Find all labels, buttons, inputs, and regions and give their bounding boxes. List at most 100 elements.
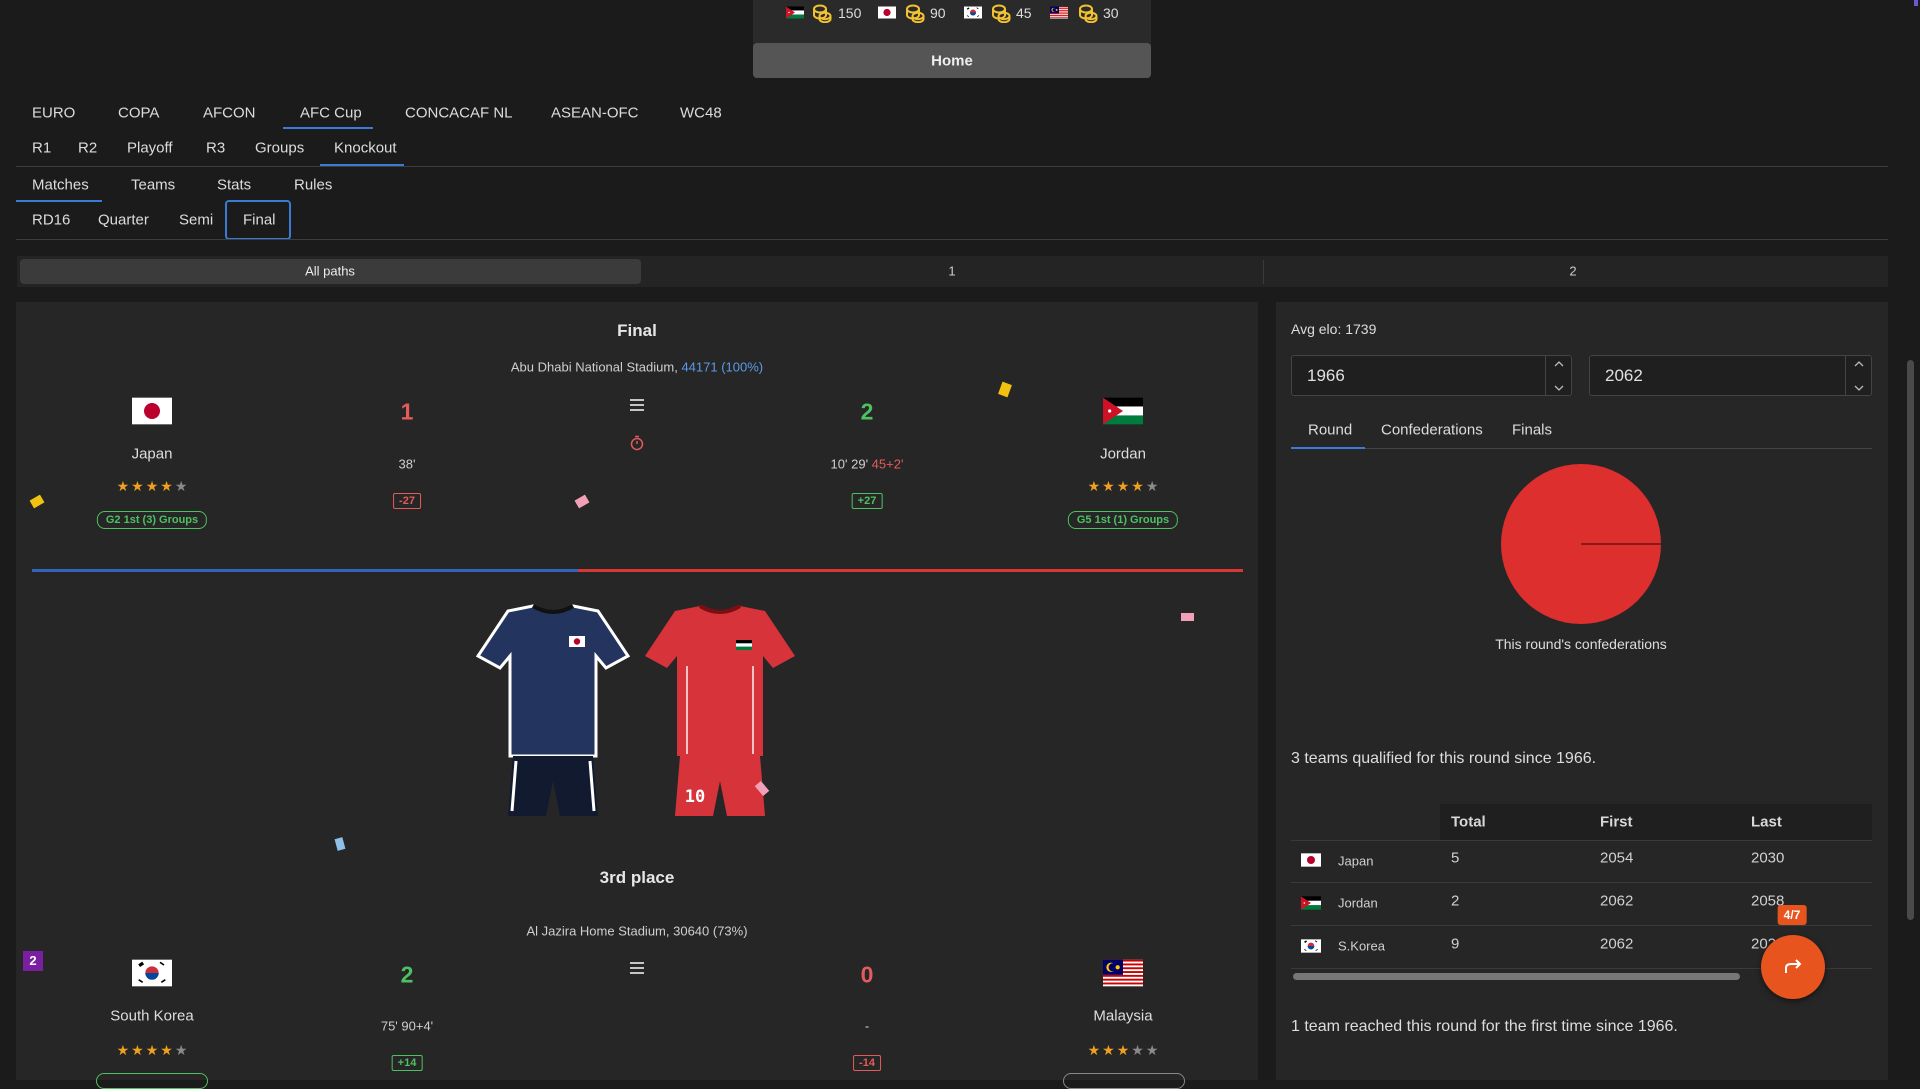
spinner[interactable] (1852, 358, 1866, 394)
coin-icon (1078, 3, 1098, 23)
round-tab[interactable]: Quarter (98, 211, 149, 229)
coin-icon (905, 3, 925, 23)
rating-stars: ★ ★ ★ ★ ★ (116, 478, 189, 496)
stage-tab[interactable]: R3 (206, 139, 226, 157)
stadium: Abu Dhabi National Stadium, 44171 (100%) (511, 360, 763, 375)
rating-stars: ★ ★ ★ ★ ★ (116, 1042, 189, 1060)
home-score: 1 (400, 398, 414, 425)
competition-tab[interactable]: WC48 (680, 104, 722, 122)
round-tab[interactable]: Semi (179, 211, 214, 229)
last-cell: 2058 (1751, 892, 1785, 910)
elo-change: +14 (391, 1055, 423, 1071)
competition-tab[interactable]: AFCON (203, 104, 256, 122)
round-tab-active[interactable]: Final (243, 211, 276, 229)
stage-tab[interactable]: Playoff (127, 139, 173, 157)
qualified-text: 3 teams qualified for this round since 1… (1291, 750, 1597, 767)
section-tab-active[interactable]: Matches (32, 176, 89, 194)
table-header-cell: First (1600, 813, 1633, 831)
page-scrollbar[interactable] (1907, 360, 1914, 920)
star-empty: ★ (1145, 1042, 1159, 1058)
match-title: 3rd place (599, 868, 675, 887)
row-divider (1291, 840, 1872, 841)
match-title: Final (617, 321, 657, 340)
team-flag (132, 396, 172, 426)
stadium: Al Jazira Home Stadium, 30640 (73%) (526, 923, 748, 939)
year-from-value[interactable]: 1966 (1307, 366, 1345, 385)
stage-tab[interactable]: Groups (255, 139, 305, 157)
year-to-value[interactable]: 2062 (1605, 366, 1643, 385)
star-filled: ★ (1102, 1042, 1115, 1058)
coin-amount: 45 (1016, 5, 1032, 21)
coin-amount: 30 (1103, 5, 1119, 21)
table-header-cell: Total (1451, 813, 1486, 831)
competition-tab[interactable]: ASEAN-OFC (551, 104, 639, 122)
team-cell: S.Korea (1338, 938, 1385, 954)
elo-change: -14 (853, 1055, 881, 1071)
table-header (1440, 804, 1872, 840)
stage-tab[interactable]: R2 (78, 139, 98, 157)
spinner[interactable] (1552, 358, 1566, 394)
team-flag (1103, 396, 1143, 426)
pie-caption: This round's confederations (1495, 636, 1667, 652)
stadium-name: Abu Dhabi National Stadium, (510, 359, 678, 375)
path-label[interactable]: All paths (305, 263, 355, 279)
active-underline (16, 200, 102, 202)
star-filled: ★ (145, 478, 159, 494)
stats-tab[interactable]: Confederations (1381, 421, 1483, 439)
stage-tab-active[interactable]: Knockout (334, 139, 397, 157)
section-tab[interactable]: Stats (217, 176, 252, 194)
section-tab[interactable]: Teams (131, 176, 176, 194)
home-score: 2 (400, 961, 414, 988)
possession-away (578, 569, 1243, 572)
spinner-divider (1545, 356, 1546, 395)
away-score: 2 (860, 398, 874, 425)
round-tab[interactable]: RD16 (32, 211, 71, 229)
elo-change: +27 (851, 493, 883, 509)
team-name: South Korea (110, 1007, 194, 1025)
star-filled: ★ (116, 478, 130, 494)
star-empty: ★ (1131, 1042, 1144, 1058)
team-cell: Japan (1338, 853, 1374, 869)
competition-tab-active[interactable]: AFC Cup (300, 104, 362, 122)
flag (964, 6, 982, 19)
path-label[interactable]: 1 (948, 263, 956, 279)
menu-icon[interactable] (629, 397, 645, 413)
year-from-input[interactable] (1291, 355, 1572, 396)
match-panel (16, 302, 1258, 1080)
section-tab[interactable]: Rules (294, 176, 333, 194)
first-cell: 2062 (1600, 935, 1634, 953)
competition-tab[interactable]: COPA (118, 104, 160, 122)
table-header-cell: Last (1751, 813, 1782, 831)
first-cell: 2062 (1600, 892, 1634, 910)
share-icon[interactable] (1783, 958, 1803, 976)
competition-tab[interactable]: EURO (32, 104, 76, 122)
home-label[interactable]: Home (931, 52, 973, 70)
star-filled: ★ (1087, 478, 1101, 494)
team-cell: Jordan (1338, 895, 1378, 911)
stats-tab[interactable]: Finals (1512, 421, 1553, 439)
goal-times: 38' (398, 456, 416, 472)
share-button[interactable] (1761, 935, 1825, 999)
team-name: Malaysia (1093, 1007, 1153, 1025)
menu-icon[interactable] (629, 960, 645, 976)
total-cell: 9 (1451, 935, 1460, 953)
home-button[interactable] (753, 43, 1151, 78)
qualification-badge: G2 1st (3) Groups (96, 511, 208, 529)
competition-tab[interactable]: CONCACAF NL (405, 104, 513, 122)
star-filled: ★ (116, 1042, 130, 1058)
path-active[interactable] (20, 259, 641, 284)
star-filled: ★ (1102, 478, 1115, 494)
qualification-badge-cut (96, 1073, 208, 1089)
stage-tab[interactable]: R1 (32, 139, 52, 157)
corner-marker (1914, 0, 1918, 6)
year-to-input[interactable] (1589, 355, 1872, 396)
stats-tab-active[interactable]: Round (1308, 421, 1353, 439)
confetti (1181, 613, 1194, 621)
path-label[interactable]: 2 (1569, 263, 1577, 279)
attendance-link[interactable]: 44171 (100%) (681, 359, 764, 375)
star-filled: ★ (1116, 1042, 1130, 1058)
table-scrollbar[interactable] (1293, 973, 1740, 980)
coin-amount: 90 (930, 5, 946, 21)
